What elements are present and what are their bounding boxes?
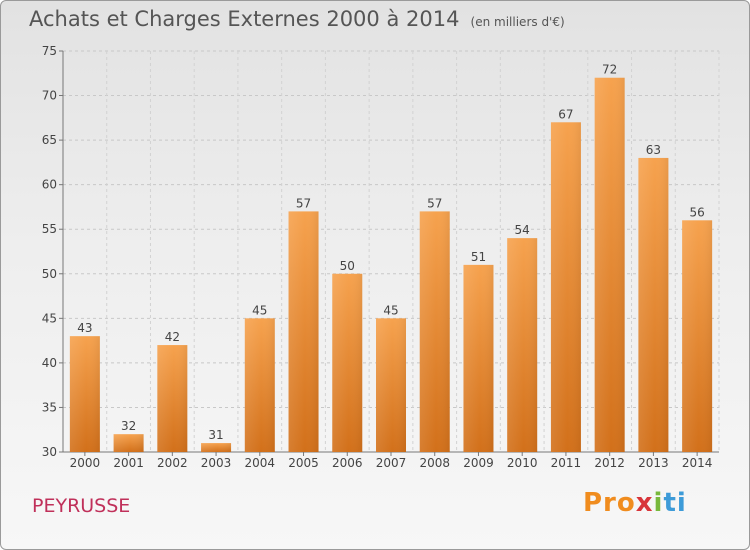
x-tick-label: 2001 [113,456,144,470]
data-label: 57 [296,196,311,210]
bar-shine-2012 [594,77,625,452]
bar-shine-2014 [682,220,713,452]
bar-shine-2006 [332,273,363,452]
x-tick-label: 2003 [201,456,232,470]
bar-shine-2011 [550,122,581,453]
bar-shine-2007 [376,318,406,452]
bar-shine-2009 [463,264,494,452]
data-label: 43 [77,321,92,335]
commune-name: PEYRUSSE [32,495,131,517]
proxiti-logo[interactable]: Proxiti [583,488,687,518]
y-tick-label: 60 [42,178,57,192]
data-label: 57 [427,196,442,210]
chart-subtitle: (en milliers d'€) [470,15,565,29]
x-tick-label: 2013 [638,456,669,470]
x-tick-label: 2012 [594,456,625,470]
y-tick-label: 55 [42,222,57,236]
logo-part-4: ti [663,488,687,518]
bar-shine-2005 [288,211,319,452]
x-tick-label: 2011 [551,456,582,470]
x-tick-label: 2009 [463,456,494,470]
bar-shine-2000 [69,336,100,452]
y-tick-label: 65 [42,133,57,147]
data-label: 32 [121,419,136,433]
data-label: 56 [689,205,704,219]
bar-shine-2001 [113,434,144,452]
x-tick-label: 2004 [245,456,276,470]
data-label: 45 [383,303,398,317]
data-label: 72 [602,63,617,77]
bar-shine-2004 [244,318,275,452]
data-label: 51 [471,250,486,264]
bar-shine-2008 [419,211,450,452]
data-label: 31 [208,428,223,442]
logo-part-3: i [653,488,664,518]
data-label: 67 [558,107,573,121]
bar-shine-2010 [507,238,538,452]
x-tick-label: 2007 [376,456,407,470]
y-tick-label: 70 [42,89,57,103]
y-tick-label: 45 [42,311,57,325]
chart-title: Achats et Charges Externes 2000 à 2014 (… [29,7,565,31]
bar-layer [69,77,713,453]
data-label: 42 [165,330,180,344]
x-tick-label: 2014 [682,456,713,470]
y-tick-label: 75 [42,44,57,58]
logo-part-1: Pro [583,488,636,518]
y-tick-label: 35 [42,400,57,414]
y-tick-label: 30 [42,445,57,459]
y-tick-label: 50 [42,267,57,281]
data-label: 63 [646,143,661,157]
label-layer: 43 32 42 31 45 57 50 45 57 51 54 67 72 63 56 [77,63,705,442]
x-tick-label: 2008 [419,456,450,470]
y-tick-label: 40 [42,356,57,370]
data-label: 50 [340,259,355,273]
bar-shine-2002 [157,345,188,452]
data-label: 45 [252,303,267,317]
x-tick-label: 2006 [332,456,363,470]
bar-shine-2003 [201,443,232,452]
x-tick-label: 2002 [157,456,188,470]
x-tick-label: 2000 [70,456,101,470]
bar-shine-2013 [638,157,669,452]
chart-title-text: Achats et Charges Externes 2000 à 2014 [29,7,460,31]
x-tick-label: 2005 [288,456,319,470]
logo-part-2: x [635,488,654,518]
x-tick-label: 2010 [507,456,538,470]
data-label: 54 [515,223,530,237]
